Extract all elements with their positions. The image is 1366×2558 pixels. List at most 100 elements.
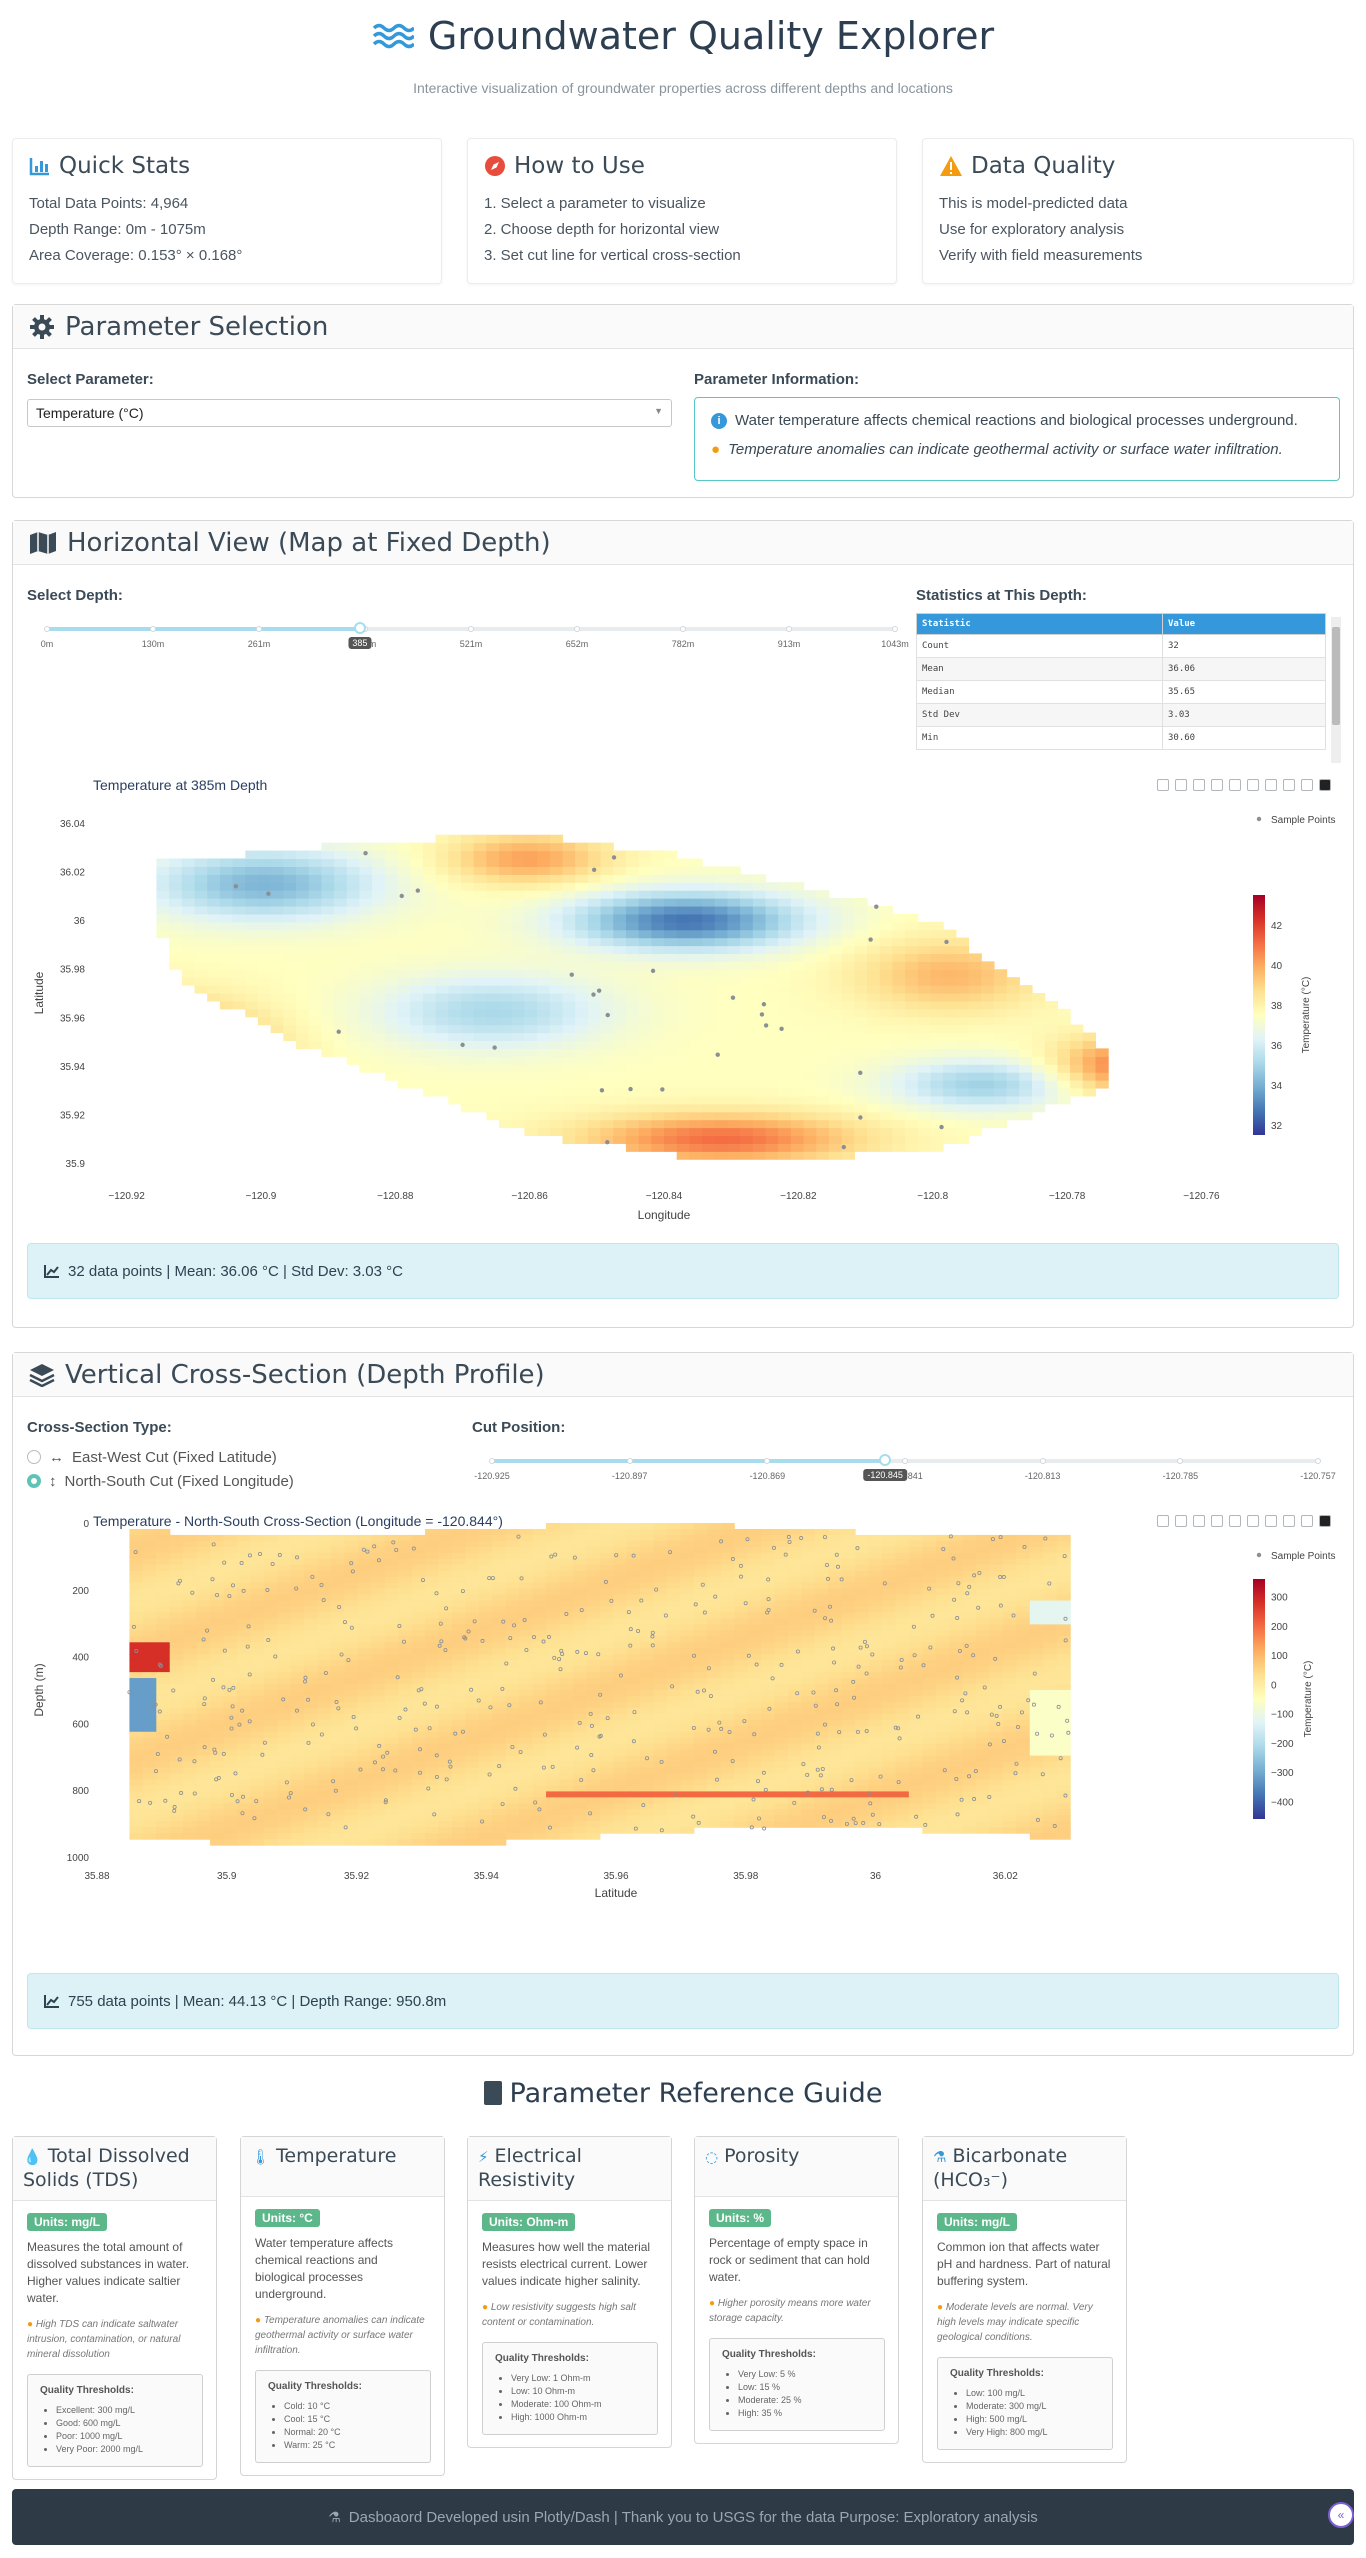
camera-icon[interactable] [1157, 779, 1169, 791]
home-icon[interactable] [1301, 1515, 1313, 1527]
heatmap-cell [572, 1588, 587, 1596]
sample-point[interactable] [874, 904, 879, 909]
plot-modebar[interactable] [1157, 779, 1331, 791]
box-select-icon[interactable] [1211, 1515, 1223, 1527]
legend-label[interactable]: Sample Points [1271, 815, 1335, 826]
legend-marker[interactable] [1256, 816, 1262, 822]
sample-point[interactable] [650, 968, 656, 974]
sample-point[interactable] [868, 937, 873, 942]
vertical-plot[interactable]: Temperature - North-South Cross-Section … [23, 1501, 1345, 1961]
heatmap-cell [747, 1678, 762, 1685]
heatmap-cell [930, 1056, 944, 1065]
heatmap-cell [156, 1678, 171, 1685]
sample-point[interactable] [599, 1088, 605, 1093]
lasso-icon[interactable] [1229, 1515, 1241, 1527]
home-icon[interactable] [1301, 779, 1313, 791]
heatmap-cell [727, 1064, 741, 1073]
heatmap-cell [346, 969, 361, 978]
sample-point[interactable] [628, 1086, 633, 1092]
lasso-icon[interactable] [1229, 779, 1241, 791]
table-scrollbar[interactable] [1331, 617, 1341, 763]
sample-point[interactable] [858, 1115, 863, 1120]
heatmap-cell [359, 937, 373, 947]
sample-point[interactable] [841, 1144, 846, 1150]
cut-position-slider[interactable]: -120.925-120.897-120.869-120.841-120.813… [474, 1449, 1336, 1483]
pan-icon[interactable] [1193, 779, 1205, 791]
heatmap-cell [689, 921, 703, 931]
slider-mark-label: -120.757 [1300, 1471, 1336, 1481]
slider-handle[interactable] [879, 1454, 892, 1466]
camera-icon[interactable] [1157, 1515, 1169, 1527]
zoom-out-icon[interactable] [1265, 1515, 1277, 1527]
sample-point[interactable] [730, 995, 736, 1000]
zoom-out-icon[interactable] [1265, 779, 1277, 791]
sample-point[interactable] [591, 867, 597, 873]
heatmap-cell [841, 1087, 855, 1097]
heatmap-cell [210, 1558, 225, 1566]
heatmap-cell [981, 1119, 995, 1129]
heatmap-cell [854, 969, 868, 978]
sample-point[interactable] [415, 888, 421, 893]
plot-modebar[interactable] [1157, 1515, 1331, 1527]
heatmap-cell [599, 1546, 614, 1554]
heatmap-cell [346, 1056, 361, 1065]
zoom-icon[interactable] [1175, 1515, 1187, 1527]
sample-point[interactable] [715, 1052, 720, 1057]
sample-point[interactable] [363, 850, 368, 856]
parameter-dropdown[interactable]: Temperature (°C) ▼ [27, 399, 672, 427]
plotly-logo-icon[interactable] [1319, 1515, 1331, 1527]
stats-table-wrap[interactable]: Statistic Value Count 32 Mean 36.06 Median 3… [916, 613, 1326, 763]
sample-point[interactable] [939, 1124, 944, 1130]
sample-point[interactable] [233, 884, 239, 889]
heatmap-cell [486, 882, 500, 891]
heatmap-cell [640, 1749, 655, 1757]
heatmap-cell [142, 1600, 157, 1608]
heatmap-cell [304, 1773, 319, 1781]
sample-point[interactable] [605, 1012, 610, 1018]
sample-point[interactable] [779, 1026, 784, 1031]
radio-east-west[interactable]: ↔ East-West Cut (Fixed Latitude) [27, 1445, 294, 1469]
sample-point[interactable] [660, 1087, 665, 1092]
heatmap-cell [626, 1582, 641, 1590]
zoom-in-icon[interactable] [1247, 1515, 1259, 1527]
sample-point[interactable] [266, 891, 271, 896]
radio-north-south[interactable]: ↕ North-South Cut (Fixed Longitude) [27, 1469, 294, 1493]
heatmap-cell [787, 1785, 802, 1792]
pan-icon[interactable] [1193, 1515, 1205, 1527]
heatmap-cell [955, 1127, 970, 1137]
zoom-icon[interactable] [1175, 779, 1187, 791]
sample-point[interactable] [399, 893, 404, 899]
heatmap-cell [486, 1032, 500, 1042]
zoom-in-icon[interactable] [1247, 779, 1259, 791]
sample-point[interactable] [596, 988, 602, 993]
sample-point[interactable] [460, 1042, 465, 1048]
sample-point[interactable] [591, 992, 596, 997]
slider-handle[interactable] [353, 622, 366, 634]
radio-button[interactable] [27, 1450, 41, 1464]
sample-point[interactable] [605, 1139, 610, 1145]
sample-point[interactable] [761, 1002, 767, 1007]
box-select-icon[interactable] [1211, 779, 1223, 791]
horizontal-plot[interactable]: Temperature at 385m Depth −120.92 −120.9−… [23, 765, 1345, 1245]
radio-button[interactable] [27, 1474, 41, 1488]
heatmap-cell [680, 1690, 695, 1697]
depth-slider[interactable]: 0m130m261m391m521m652m782m913m1043m385 [41, 617, 909, 651]
sample-point[interactable] [759, 1012, 765, 1017]
sample-point[interactable] [858, 1070, 863, 1075]
sample-point[interactable] [611, 855, 617, 860]
sample-point[interactable] [763, 1023, 769, 1028]
autoscale-icon[interactable] [1283, 779, 1295, 791]
heatmap-cell [519, 1540, 534, 1548]
plotly-logo-icon[interactable] [1319, 779, 1331, 791]
heatmap-cell [572, 1821, 587, 1828]
heatmap-cell [181, 937, 196, 947]
sample-point[interactable] [569, 972, 574, 977]
autoscale-icon[interactable] [1283, 1515, 1295, 1527]
heatmap-cell [714, 898, 729, 907]
heatmap-cell [331, 1618, 346, 1625]
heatmap-cell [651, 1048, 665, 1057]
sample-point[interactable] [492, 1045, 497, 1050]
sample-point[interactable] [944, 939, 949, 945]
sample-point[interactable] [336, 1029, 341, 1034]
heatmap-cell [693, 1666, 708, 1673]
